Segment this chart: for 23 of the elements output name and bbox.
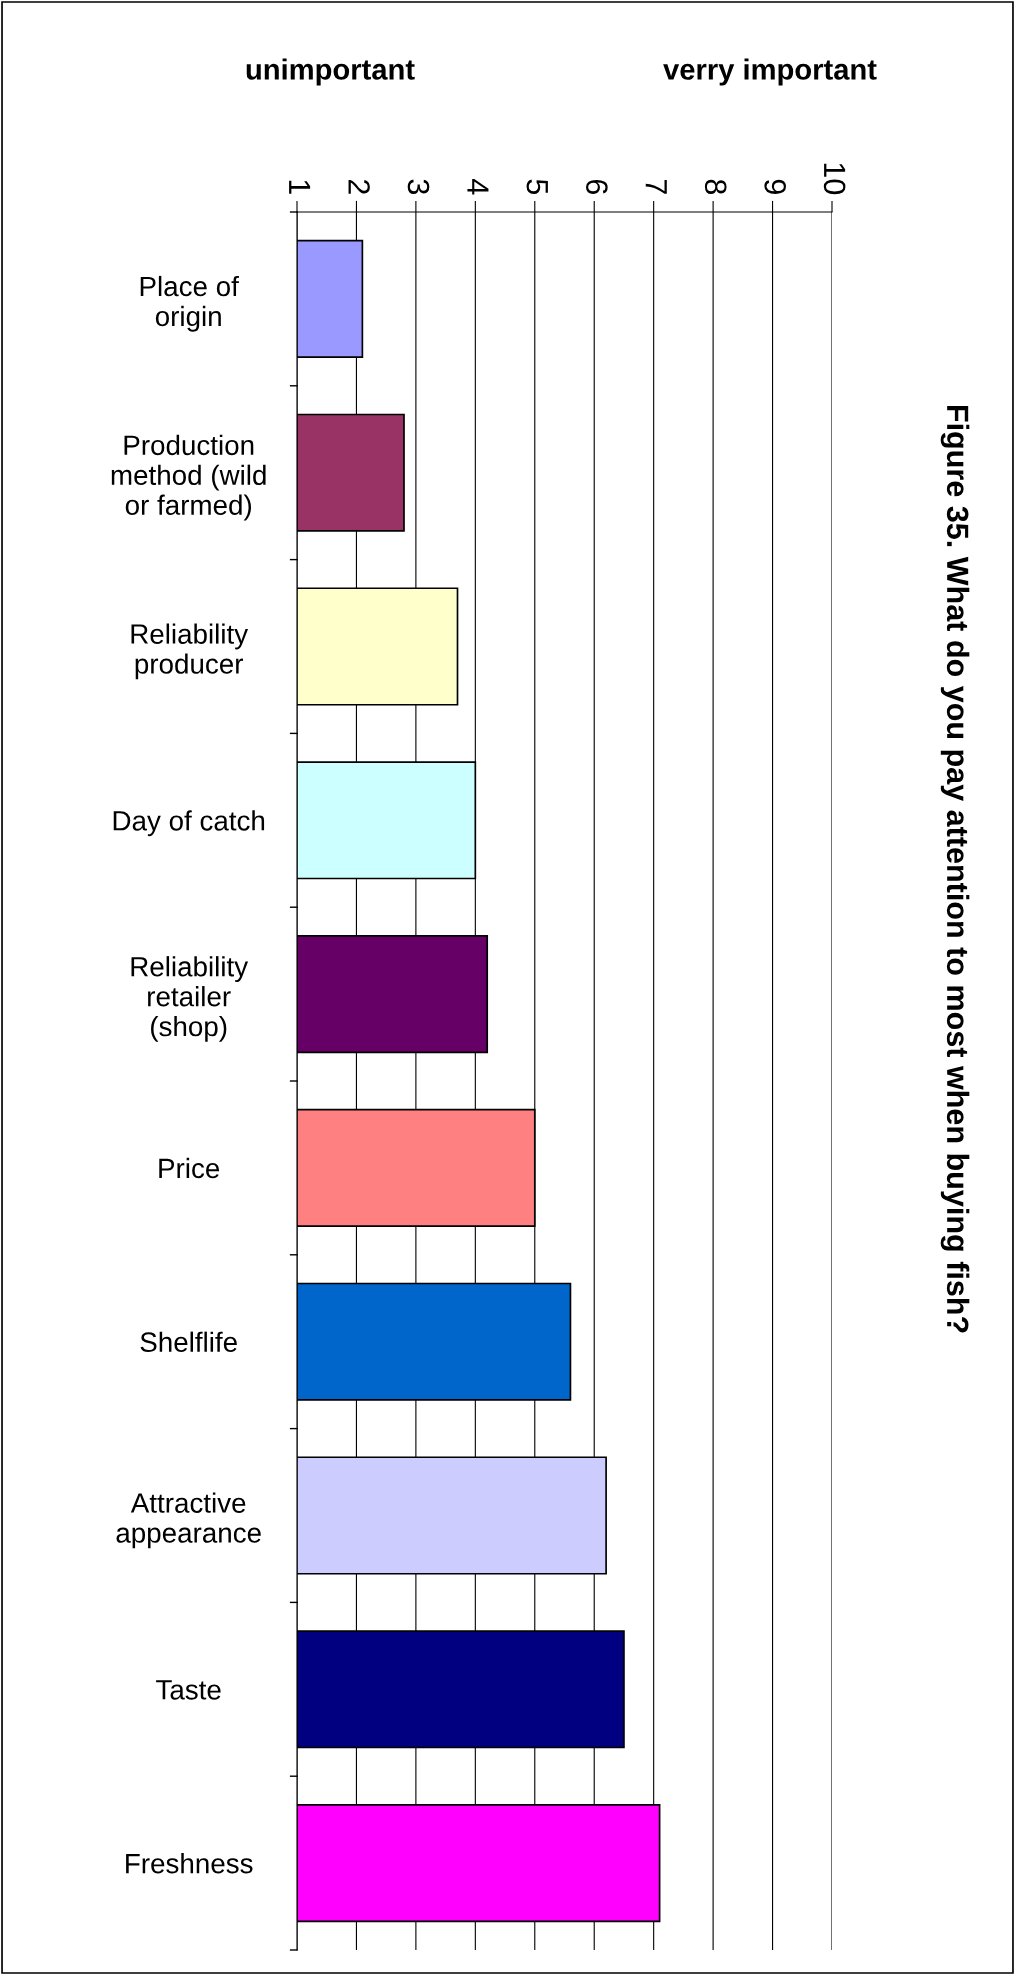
x-tick-label: 3: [407, 179, 430, 194]
y-tick-label: Place of origin: [140, 275, 239, 332]
x-tick-label: 10: [823, 163, 846, 195]
y-tick-label: Reliability producer: [131, 623, 249, 680]
x-tick-label: 6: [586, 179, 608, 194]
x-tick-label: 7: [645, 179, 667, 194]
y-tick-label: Freshness: [126, 1853, 253, 1874]
y-tick-label: Day of catch: [113, 810, 265, 837]
y-tick-label: Taste: [156, 1680, 221, 1700]
x-tick-label: 2: [348, 179, 370, 194]
text: Figure 35. What do you pay attention to most when buying fish?: [940, 405, 970, 1333]
y-tick-label: Production method (wild or farmed): [111, 434, 266, 521]
x-tick-label: 1: [289, 180, 311, 194]
text: unimportant: [246, 58, 415, 86]
text: verry important: [663, 58, 877, 86]
y-tick-label: Shelflife: [140, 1331, 237, 1353]
y-tick-label: Attractive appearance: [116, 1492, 261, 1549]
x-tick-label: 9: [764, 179, 786, 194]
x-tick-label: 8: [704, 179, 727, 195]
x-tick-label: 5: [526, 179, 548, 195]
y-tick-label: Reliability retailer (shop): [131, 956, 249, 1042]
x-tick-label: 4: [467, 179, 489, 195]
y-tick-label: Price: [159, 1157, 220, 1179]
